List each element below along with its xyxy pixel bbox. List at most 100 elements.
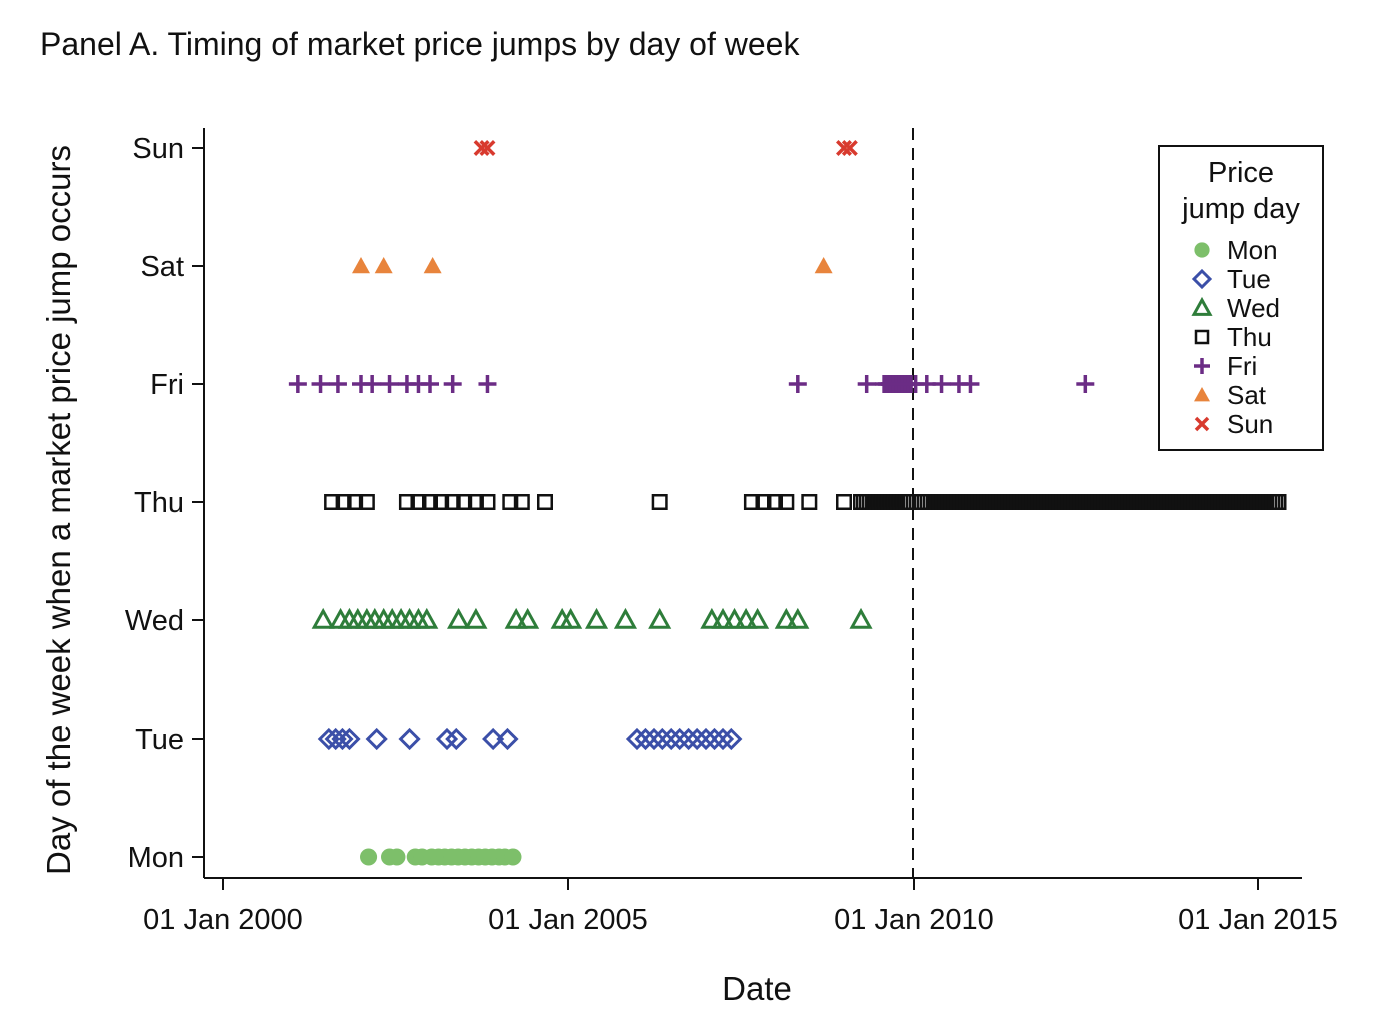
legend-marker-tue: [1191, 268, 1213, 290]
point-tue-8: [482, 727, 505, 751]
legend-label-thu: Thu: [1227, 322, 1272, 352]
point-tue-16: [677, 727, 700, 751]
y-ticks: Mon Tue Wed Thu Fri Sat Sun: [125, 133, 204, 874]
legend-label-tue: Tue: [1227, 264, 1271, 294]
legend-label-sat: Sat: [1227, 380, 1267, 410]
point-wed-24: [734, 607, 758, 629]
point-tue-2: [331, 727, 354, 751]
point-fri-18: [932, 375, 951, 393]
legend-box: [1158, 145, 1324, 451]
series-tue: [317, 727, 743, 751]
point-tue-18: [694, 727, 718, 751]
y-tick-label-thu: Thu: [134, 487, 184, 519]
point-thu-18: [767, 494, 783, 510]
point-thu-15: [651, 494, 668, 510]
point-mon-2: [388, 848, 406, 866]
point-thu-13: [513, 494, 530, 510]
legend-marker-fri: [1194, 358, 1210, 374]
point-sun-0: [473, 140, 490, 156]
point-wed-19: [613, 607, 638, 629]
point-wed-17: [559, 607, 583, 629]
point-wed-13: [464, 607, 488, 629]
point-sat-2: [423, 257, 442, 274]
point-wed-21: [700, 607, 724, 629]
legend-label-wed: Wed: [1227, 293, 1280, 323]
point-tue-17: [685, 727, 709, 751]
y-tick-label-tue: Tue: [135, 724, 184, 756]
point-thu-0: [324, 494, 341, 510]
point-fri-0: [288, 375, 307, 393]
point-thu-16: [743, 494, 760, 510]
point-fri-4: [363, 375, 382, 393]
point-tue-12: [642, 727, 666, 751]
point-wed-22: [711, 607, 735, 629]
point-thu-3: [358, 494, 375, 510]
point-tue-7: [445, 727, 468, 751]
point-thu-12: [502, 494, 519, 510]
point-sat-3: [814, 257, 833, 274]
point-tue-21: [720, 727, 743, 751]
point-thu-14: [537, 494, 553, 510]
point-thu-17: [755, 494, 772, 510]
point-fri-10: [478, 375, 497, 393]
point-thu-8: [444, 494, 461, 510]
data-points: [288, 140, 1287, 866]
point-thu-1: [335, 494, 352, 510]
series-wed: [311, 607, 873, 629]
series-sun: [473, 140, 858, 156]
point-fri-dense-0: [902, 375, 921, 393]
chart-title: Panel A. Timing of market price jumps by…: [40, 26, 800, 62]
legend-title-line-2: jump day: [1181, 193, 1300, 225]
point-thu-11: [479, 494, 496, 510]
point-mon-0: [360, 848, 378, 866]
series-sat: [352, 257, 833, 274]
point-wed-11: [415, 607, 439, 629]
point-thu-4: [398, 494, 415, 510]
point-wed-14: [504, 607, 528, 629]
y-tick-label-mon: Mon: [128, 842, 184, 874]
point-fri-11: [788, 375, 807, 393]
point-thu-2: [347, 494, 364, 510]
point-thu-9: [456, 494, 473, 510]
point-thu-20: [801, 494, 818, 510]
point-fri-21: [1076, 375, 1095, 393]
point-fri-1: [311, 375, 330, 393]
point-wed-26: [774, 607, 798, 629]
point-wed-0: [311, 607, 335, 629]
legend-marker-sat: [1194, 387, 1210, 402]
point-tue-19: [703, 727, 726, 751]
x-tick-label-1: 01 Jan 2005: [488, 904, 648, 936]
legend-label-sun: Sun: [1227, 409, 1273, 439]
point-thu-dense-0: [898, 494, 915, 510]
legend-label-mon: Mon: [1227, 235, 1278, 265]
point-fri-8: [421, 375, 439, 393]
legend-marker-thu: [1194, 329, 1210, 345]
point-sat-1: [374, 257, 393, 274]
y-tick-label-wed: Wed: [125, 605, 184, 637]
point-fri-9: [443, 375, 462, 393]
point-fri-5: [380, 375, 399, 393]
point-wed-27: [786, 607, 810, 629]
series-mon: [360, 848, 522, 866]
point-wed-18: [584, 607, 609, 629]
point-wed-23: [722, 607, 747, 629]
point-thu-7: [433, 494, 450, 510]
point-mon-17: [504, 848, 522, 866]
point-wed-25: [746, 607, 770, 629]
point-sun-1: [479, 140, 496, 156]
x-ticks: 01 Jan 2000 01 Jan 2005 01 Jan 2010 01 Jan …: [143, 878, 1338, 936]
point-sun-2: [836, 140, 852, 156]
point-thu-21: [836, 494, 852, 510]
point-tue-13: [651, 727, 674, 751]
point-tue-10: [625, 727, 649, 751]
point-tue-3: [338, 727, 361, 751]
point-tue-6: [435, 727, 459, 751]
point-thu-19: [778, 494, 795, 510]
legend-marker-wed: [1191, 296, 1213, 316]
y-tick-label-sun: Sun: [132, 133, 184, 165]
point-thu-dense-1: [1270, 494, 1287, 510]
